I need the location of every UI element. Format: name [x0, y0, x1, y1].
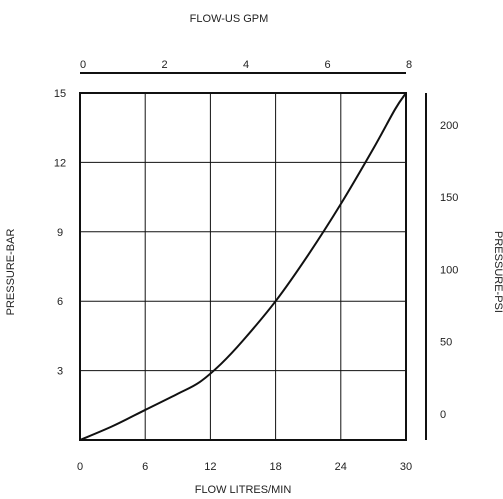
y2-tick-labels: 0 50 100 150 200: [440, 120, 458, 421]
x-axis-title: FLOW LITRES/MIN: [195, 484, 292, 496]
x2-tick-label: 0: [80, 59, 86, 71]
x-tick-label: 18: [269, 461, 281, 473]
plot-frame: [80, 93, 406, 440]
x2-tick-label: 2: [161, 59, 167, 71]
x-tick-label: 30: [400, 461, 412, 473]
x-tick-label: 6: [142, 461, 148, 473]
y-tick-label: 6: [57, 296, 63, 308]
y-tick-label: 9: [57, 227, 63, 239]
pressure-flow-curve: [80, 93, 406, 440]
y2-tick-label: 100: [440, 264, 458, 276]
x2-tick-labels: 0 2 4 6 8: [80, 59, 412, 71]
y-axis-title: PRESSURE-BAR: [5, 229, 17, 316]
y-tick-label: 15: [54, 88, 66, 100]
y-tick-label: 12: [54, 157, 66, 169]
curve-layer: [80, 93, 406, 440]
y-tick-labels: 3 6 9 12 15: [54, 88, 66, 378]
grid: [80, 93, 406, 440]
x-tick-labels: 0 6 12 18 24 30: [77, 461, 412, 473]
y-tick-label: 3: [57, 366, 63, 378]
y2-tick-label: 0: [440, 409, 446, 421]
x2-tick-label: 8: [406, 59, 412, 71]
y2-tick-label: 200: [440, 120, 458, 132]
x2-tick-label: 4: [243, 59, 249, 71]
y2-axis-title: PRESSURE-PSI: [492, 231, 503, 313]
x2-axis-title: FLOW-US GPM: [190, 13, 269, 25]
x-tick-label: 24: [335, 461, 347, 473]
y2-tick-label: 50: [440, 337, 452, 349]
x-tick-label: 0: [77, 461, 83, 473]
y2-tick-label: 150: [440, 192, 458, 204]
x-tick-label: 12: [204, 461, 216, 473]
x2-tick-label: 6: [324, 59, 330, 71]
